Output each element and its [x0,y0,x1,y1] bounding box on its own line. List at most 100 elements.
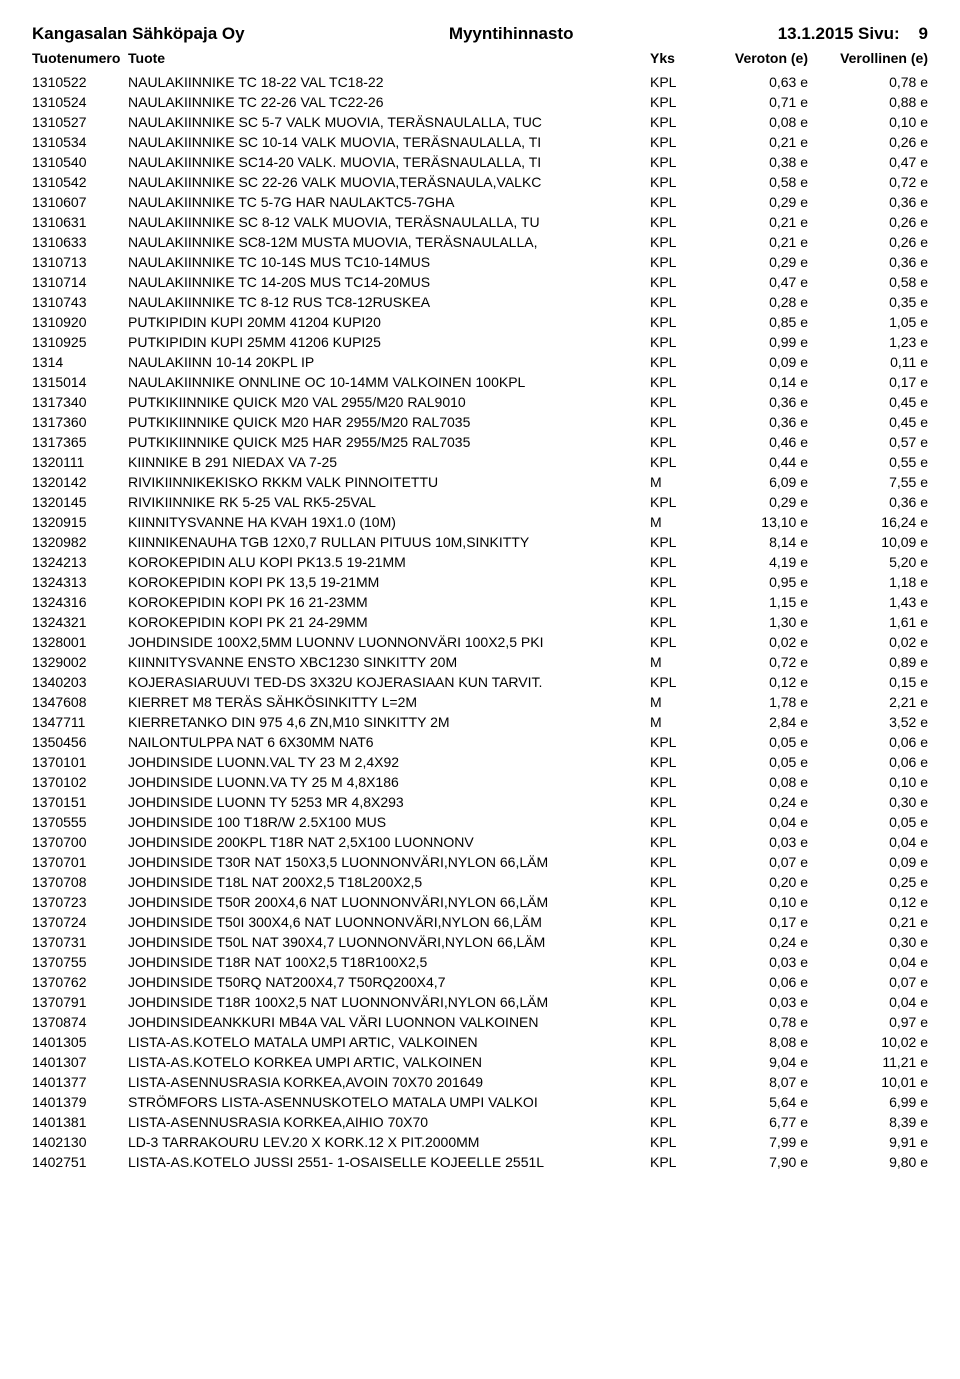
cell-name: LISTA-ASENNUSRASIA KORKEA,AVOIN 70X70 20… [128,1072,650,1092]
cell-gross: 0,35 e [808,292,928,312]
cell-num: 1370101 [32,752,128,772]
cell-name: PUTKIKIINNIKE QUICK M20 HAR 2955/M20 RAL… [128,412,650,432]
cell-unit: KPL [650,132,698,152]
cell-name: NAULAKIINNIKE TC 22-26 VAL TC22-26 [128,92,650,112]
cell-net: 0,24 e [698,792,808,812]
cell-num: 1370724 [32,912,128,932]
cell-name: NAULAKIINNIKE SC 5-7 VALK MUOVIA, TERÄSN… [128,112,650,132]
cell-gross: 6,99 e [808,1092,928,1112]
cell-name: KOROKEPIDIN KOPI PK 13,5 19-21MM [128,572,650,592]
column-headers: Tuotenumero Tuote Yks Veroton (e) Veroll… [32,50,928,66]
cell-gross: 0,04 e [808,952,928,972]
cell-unit: KPL [650,1032,698,1052]
cell-unit: KPL [650,612,698,632]
cell-gross: 0,09 e [808,852,928,872]
cell-net: 0,09 e [698,352,808,372]
cell-name: JOHDINSIDE 100X2,5MM LUONNV LUONNONVÄRI … [128,632,650,652]
cell-name: JOHDINSIDEANKKURI MB4A VAL VÄRI LUONNON … [128,1012,650,1032]
cell-net: 0,29 e [698,492,808,512]
table-row: 1402751LISTA-AS.KOTELO JUSSI 2551- 1-OSA… [32,1152,928,1172]
cell-gross: 0,05 e [808,812,928,832]
cell-unit: KPL [650,852,698,872]
cell-unit: KPL [650,1112,698,1132]
cell-gross: 1,05 e [808,312,928,332]
cell-gross: 3,52 e [808,712,928,732]
cell-name: KIERRET M8 TERÄS SÄHKÖSINKITTY L=2M [128,692,650,712]
cell-num: 1401379 [32,1092,128,1112]
cell-name: NAULAKIINNIKE TC 10-14S MUS TC10-14MUS [128,252,650,272]
cell-net: 0,10 e [698,892,808,912]
table-row: 1310633NAULAKIINNIKE SC8-12M MUSTA MUOVI… [32,232,928,252]
cell-net: 0,24 e [698,932,808,952]
table-row: 1347608KIERRET M8 TERÄS SÄHKÖSINKITTY L=… [32,692,928,712]
table-row: 1324321KOROKEPIDIN KOPI PK 21 24-29MMKPL… [32,612,928,632]
cell-unit: KPL [650,972,698,992]
cell-name: RIVIKIINNIKEKISKO RKKM VALK PINNOITETTU [128,472,650,492]
cell-name: NAULAKIINNIKE TC 8-12 RUS TC8-12RUSKEA [128,292,650,312]
table-row: 1310743NAULAKIINNIKE TC 8-12 RUS TC8-12R… [32,292,928,312]
cell-num: 1310522 [32,72,128,92]
cell-name: KIINNIKE B 291 NIEDAX VA 7-25 [128,452,650,472]
cell-net: 0,08 e [698,112,808,132]
cell-num: 1324316 [32,592,128,612]
cell-num: 1347711 [32,712,128,732]
table-row: 1310540NAULAKIINNIKE SC14-20 VALK. MUOVI… [32,152,928,172]
cell-unit: KPL [650,1052,698,1072]
cell-unit: KPL [650,872,698,892]
cell-unit: KPL [650,192,698,212]
cell-num: 1401307 [32,1052,128,1072]
table-row: 1310631NAULAKIINNIKE SC 8-12 VALK MUOVIA… [32,212,928,232]
cell-num: 1310633 [32,232,128,252]
cell-num: 1401381 [32,1112,128,1132]
table-row: 1310714NAULAKIINNIKE TC 14-20S MUS TC14-… [32,272,928,292]
cell-gross: 0,02 e [808,632,928,652]
cell-net: 13,10 e [698,512,808,532]
cell-net: 1,15 e [698,592,808,612]
cell-name: KOROKEPIDIN ALU KOPI PK13.5 19-21MM [128,552,650,572]
cell-gross: 0,21 e [808,912,928,932]
cell-name: NAULAKIINNIKE ONNLINE OC 10-14MM VALKOIN… [128,372,650,392]
cell-net: 0,02 e [698,632,808,652]
cell-gross: 7,55 e [808,472,928,492]
cell-name: JOHDINSIDE T30R NAT 150X3,5 LUONNONVÄRI,… [128,852,650,872]
cell-unit: KPL [650,72,698,92]
cell-num: 1347608 [32,692,128,712]
cell-unit: KPL [650,1132,698,1152]
cell-name: JOHDINSIDE T18R 100X2,5 NAT LUONNONVÄRI,… [128,992,650,1012]
cell-net: 6,09 e [698,472,808,492]
cell-name: STRÖMFORS LISTA-ASENNUSKOTELO MATALA UMP… [128,1092,650,1112]
table-row: 1370102JOHDINSIDE LUONN.VA TY 25 M 4,8X1… [32,772,928,792]
cell-name: JOHDINSIDE T18R NAT 100X2,5 T18R100X2,5 [128,952,650,972]
cell-net: 0,47 e [698,272,808,292]
cell-unit: KPL [650,172,698,192]
cell-unit: KPL [650,112,698,132]
cell-num: 1310925 [32,332,128,352]
table-row: 1315014NAULAKIINNIKE ONNLINE OC 10-14MM … [32,372,928,392]
cell-name: JOHDINSIDE LUONN.VAL TY 23 M 2,4X92 [128,752,650,772]
cell-name: NAULAKIINNIKE SC8-12M MUSTA MUOVIA, TERÄ… [128,232,650,252]
cell-gross: 0,04 e [808,832,928,852]
cell-gross: 0,26 e [808,212,928,232]
cell-net: 8,07 e [698,1072,808,1092]
cell-num: 1370791 [32,992,128,1012]
cell-net: 2,84 e [698,712,808,732]
cell-unit: KPL [650,92,698,112]
cell-num: 1370755 [32,952,128,972]
cell-net: 0,38 e [698,152,808,172]
cell-net: 0,12 e [698,672,808,692]
cell-net: 0,21 e [698,132,808,152]
page-header: Kangasalan Sähköpaja Oy Myyntihinnasto 1… [32,24,928,44]
cell-unit: KPL [650,292,698,312]
cell-num: 1401305 [32,1032,128,1052]
table-row: 1370151JOHDINSIDE LUONN TY 5253 MR 4,8X2… [32,792,928,812]
cell-name: LISTA-AS.KOTELO KORKEA UMPI ARTIC, VALKO… [128,1052,650,1072]
cell-net: 8,14 e [698,532,808,552]
table-row: 1320111KIINNIKE B 291 NIEDAX VA 7-25KPL0… [32,452,928,472]
cell-name: NAULAKIINNIKE TC 5-7G HAR NAULAKTC5-7GHA [128,192,650,212]
cell-unit: KPL [650,1092,698,1112]
cell-name: KOROKEPIDIN KOPI PK 16 21-23MM [128,592,650,612]
cell-unit: KPL [650,752,698,772]
cell-net: 7,90 e [698,1152,808,1172]
table-row: 1370762JOHDINSIDE T50RQ NAT200X4,7 T50RQ… [32,972,928,992]
cell-num: 1317365 [32,432,128,452]
